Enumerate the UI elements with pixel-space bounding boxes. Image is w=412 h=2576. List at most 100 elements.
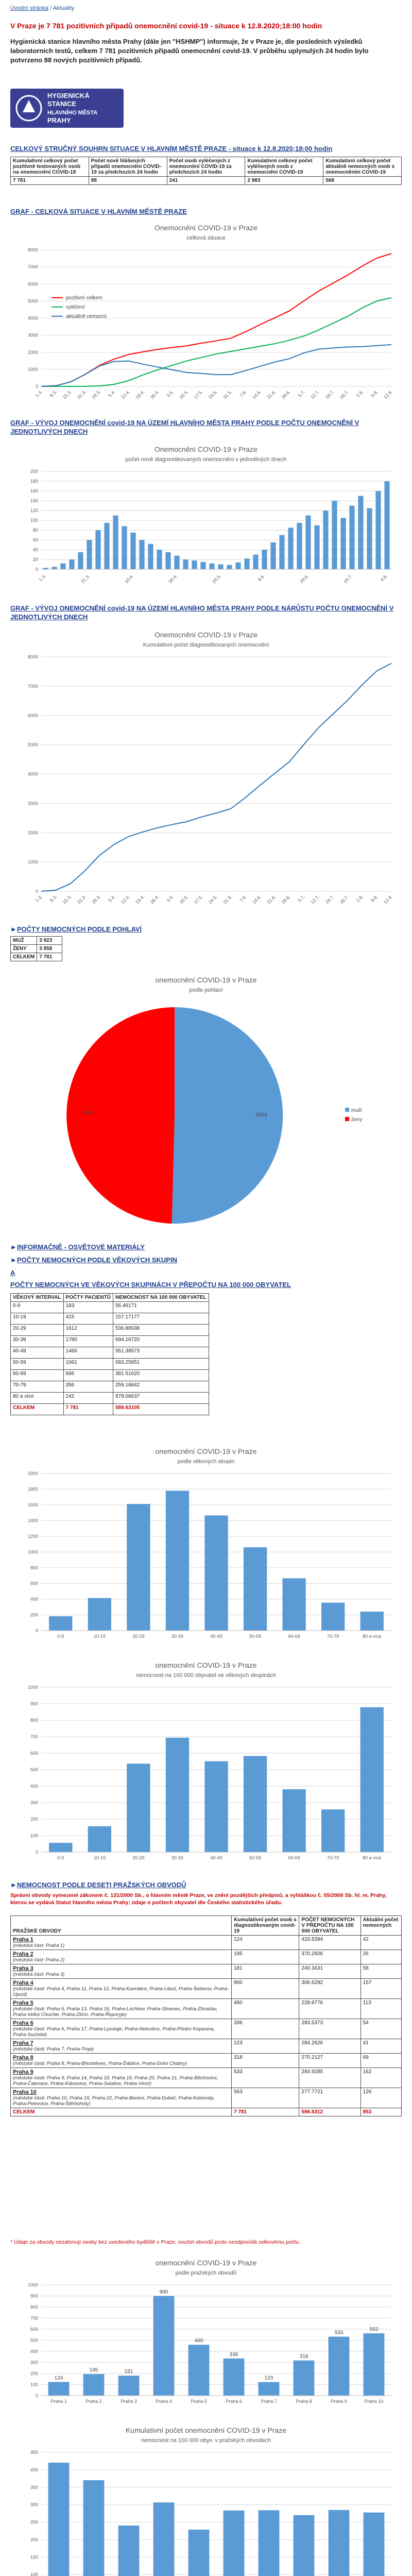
x-tick-label: 30-39 — [171, 1634, 183, 1639]
bar — [88, 1826, 111, 1852]
y-tick-label: 250 — [30, 2520, 38, 2525]
table-cell: 183 — [63, 1301, 113, 1313]
y-tick-label: 180 — [30, 479, 38, 484]
table-cell: 0-9 — [10, 1301, 64, 1313]
table-total-row: CELKEM 7 781 596.6312 853 — [10, 2108, 402, 2116]
link-heading[interactable]: INFORMAČNĚ - OSVĚTOVÉ MATERIÁLY — [10, 1243, 402, 1251]
y-tick-label: 300 — [30, 2502, 38, 2507]
bar — [165, 1737, 190, 1852]
table-cell: 853 — [360, 2108, 402, 2116]
district-note: Správní obvody vymezené zákonem č. 131/2… — [10, 1892, 387, 1906]
x-tick-label: 1.3. — [38, 573, 47, 583]
y-tick-label: 0 — [36, 1850, 38, 1855]
x-tick-label: 12.7. — [310, 389, 320, 400]
table-header: PRAŽSKÉ OBVODY — [10, 1916, 232, 1936]
table-row: Praha 9 (městské části: Praha 9, Praha 14… — [10, 2067, 402, 2088]
y-tick-label: 800 — [30, 2304, 38, 2310]
y-tick-label: 4000 — [28, 316, 38, 321]
breadcrumb-link[interactable]: Úvodní stránka — [10, 5, 48, 11]
bar — [69, 560, 75, 569]
x-tick-label: 29.6. — [299, 573, 310, 584]
table-cell: 415 — [63, 1313, 113, 1325]
table-row: 80 a více 242 879.06637 — [10, 1392, 209, 1404]
x-tick-label: 0-9 — [57, 1634, 64, 1639]
district-name: Praha 5 — [13, 2000, 33, 2006]
y-tick-label: 8000 — [28, 654, 38, 659]
y-tick-label: 20 — [33, 557, 38, 562]
y-tick-label: 300 — [30, 2360, 38, 2365]
table-cell: Praha 1 (městská část: Praha 1) — [10, 1935, 232, 1950]
table-cell: 88 — [88, 176, 167, 185]
y-tick-label: 1800 — [28, 1487, 38, 1492]
table-cell: ŽENY — [10, 944, 38, 953]
district-name: Praha 3 — [13, 1965, 33, 1972]
bar — [113, 515, 118, 569]
x-tick-label: 28.6. — [281, 894, 291, 905]
bar — [60, 563, 66, 569]
chart-title: Onemocnění COVID-19 v Praze — [154, 631, 258, 639]
x-tick-label: 26.4. — [149, 894, 160, 905]
y-tick-label: 600 — [30, 1581, 38, 1586]
table-row: CELKEM 7 781 — [10, 953, 63, 961]
y-tick-label: 6000 — [28, 713, 38, 718]
table-cell: 270.2127 — [299, 2053, 361, 2068]
x-tick-label: 14.6. — [251, 894, 262, 905]
y-tick-label: 6000 — [28, 281, 38, 286]
bar — [95, 530, 101, 569]
x-tick-label: Praha 8 — [296, 2399, 312, 2404]
bar — [122, 526, 127, 569]
table-cell: 536.88938 — [112, 1324, 209, 1336]
x-tick-label: 19.7. — [342, 573, 353, 584]
x-tick-label: Praha 3 — [121, 2399, 137, 2404]
bar — [270, 542, 276, 569]
y-tick-label: 1000 — [28, 859, 38, 865]
data-label: 3923 — [255, 1112, 267, 1118]
bar — [328, 2510, 350, 2576]
bar — [88, 1598, 111, 1631]
chart-subtitle: podle pohlaví — [189, 987, 222, 993]
bar — [78, 552, 83, 569]
table-cell: 58 — [360, 1964, 402, 1979]
district-description: (městské části: Praha 4, Praha 11, Praha… — [13, 1986, 229, 1997]
table-cell: Praha 3 (městská část: Praha 3) — [10, 1964, 232, 1979]
y-tick-label: 400 — [30, 1784, 38, 1789]
district-description: (městské části: Praha 10, Praha 15, Prah… — [13, 2095, 215, 2107]
logo-text: HLAVNÍHO MĚSTA — [47, 109, 97, 116]
bar — [367, 508, 372, 569]
y-tick-label: 8000 — [28, 247, 38, 252]
table-row: Praha 7 (městské části: Praha 7, Praha-Tr… — [10, 2039, 402, 2054]
y-tick-label: 500 — [30, 1767, 38, 1772]
y-tick-label: 200 — [30, 2371, 38, 2376]
bar — [323, 511, 329, 569]
x-tick-label: 9.8. — [370, 894, 379, 903]
bar — [153, 2502, 175, 2576]
table-row: VĚKOVÝ INTERVAL POČTY PACIENTŮ NEMOCNOST N… — [10, 1293, 209, 1302]
bar — [165, 1490, 190, 1631]
bar — [297, 522, 302, 569]
bar — [293, 2515, 315, 2576]
y-tick-label: 100 — [30, 2572, 38, 2576]
district-name: Praha 9 — [13, 2069, 33, 2075]
y-tick-label: 200 — [30, 2537, 38, 2542]
x-tick-label: 2.8. — [355, 389, 365, 398]
bar — [139, 540, 145, 569]
table-cell: 40-49 — [10, 1347, 64, 1359]
y-tick-label: 1000 — [28, 367, 38, 372]
y-tick-label: 900 — [30, 1701, 38, 1706]
table-header: Kumulativní celkový počet vyléčených oso… — [245, 157, 324, 177]
x-tick-label: 31.5. — [222, 389, 233, 400]
chart: Onemocnění COVID-19 v Praze Kumulativní p… — [28, 631, 393, 905]
y-tick-label: 3000 — [28, 333, 38, 338]
bar — [83, 2374, 105, 2396]
data-label: 460 — [195, 2338, 203, 2344]
x-tick-label: 21.6. — [266, 894, 277, 905]
data-label: 123 — [265, 2376, 273, 2381]
y-tick-label: 3000 — [28, 801, 38, 806]
table-cell: 694.16720 — [112, 1335, 209, 1347]
data-label: 318 — [300, 2354, 308, 2360]
bar — [127, 1764, 150, 1852]
line-series — [41, 253, 392, 387]
table-cell: Praha 9 (městské části: Praha 9, Praha 14… — [10, 2067, 232, 2088]
district-description: (městské části: Praha 5, Praha 13, Praha… — [13, 2006, 218, 2018]
y-tick-label: 450 — [30, 2450, 38, 2455]
